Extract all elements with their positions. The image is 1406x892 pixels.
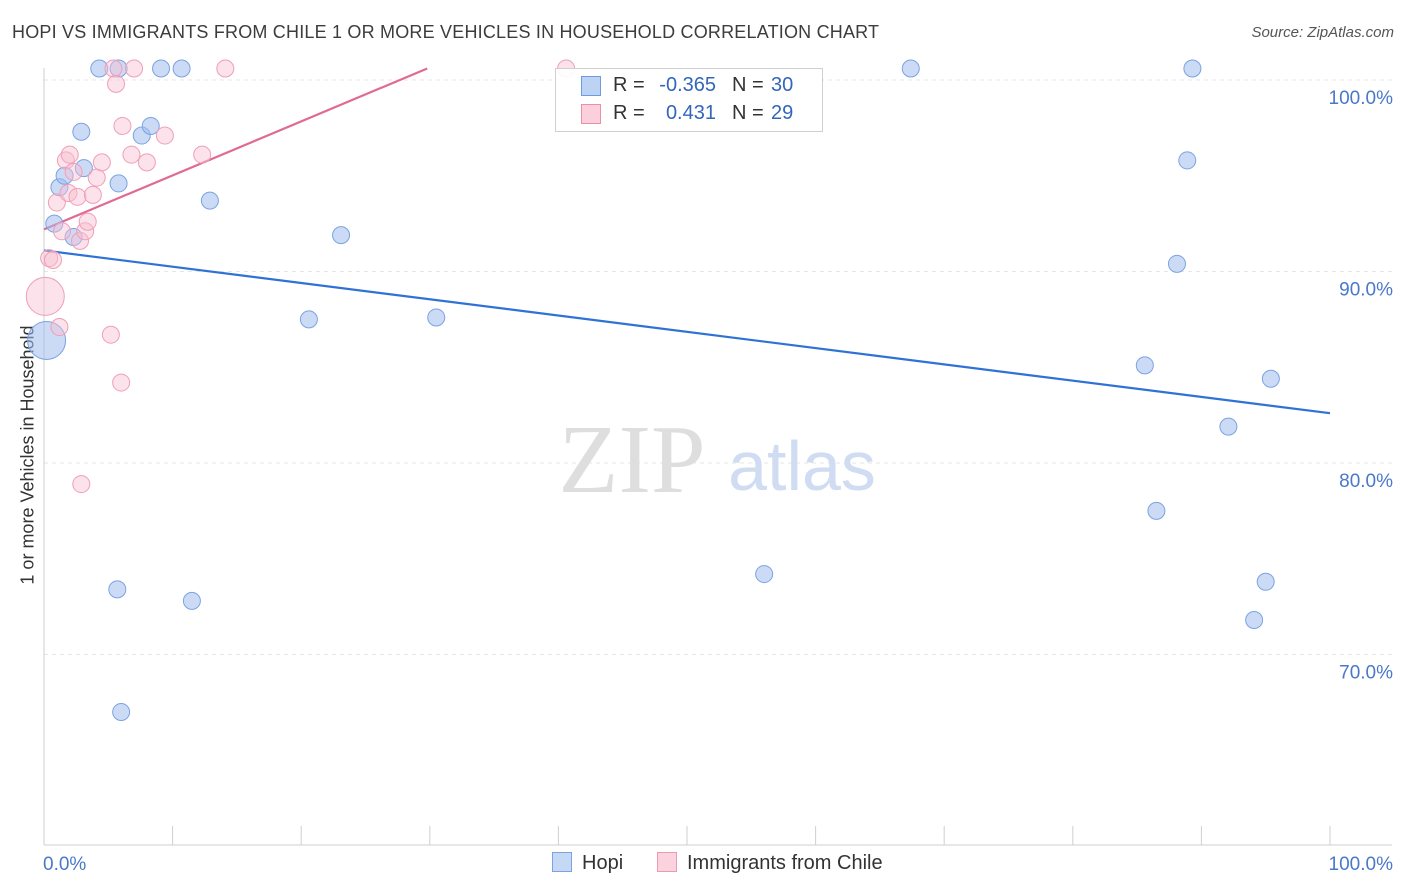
legend-n-value: 29 [771,102,794,124]
hopi-point [27,320,67,360]
legend-r-value: 0.431 [665,102,716,124]
hopi-point [1178,151,1197,170]
chile-point [113,116,132,135]
chile-point [25,276,65,316]
trend-line [43,67,428,231]
hopi-point [109,174,128,193]
chile-point [101,325,120,344]
chile-point [53,222,72,241]
chile-point [193,145,212,164]
bottom-legend-swatch-hopi [552,852,572,872]
hopi-point [1167,254,1186,273]
legend-n-label: N = [732,74,764,96]
hopi-point [108,580,127,599]
hopi-point [1219,417,1238,436]
chile-point [83,185,102,204]
chile-point [71,231,90,250]
hopi-point [182,591,201,610]
watermark-atlas: atlas [728,427,876,505]
y-tick-label: 100.0% [1329,88,1394,109]
hopi-point [901,59,920,78]
axes [43,68,1392,846]
hopi-point [74,159,93,178]
bottom-legend-label-chile: Immigrants from Chile [687,852,883,874]
chile-point [125,59,144,78]
chile-point [60,145,79,164]
bottom-legend-label-hopi: Hopi [582,852,624,874]
chile-point [44,251,63,270]
legend-r-label: R = [613,102,645,124]
source-credit: Source: ZipAtlas.com [1251,24,1394,41]
hopi-point [1245,611,1264,630]
chile-point [78,212,97,231]
legend-row-chile: R = 0.431 N = 29 [556,100,822,128]
hopi-point [72,122,91,141]
chile-point [104,59,123,78]
hopi-point [90,59,109,78]
hopi-point [427,308,446,327]
hopi-point [299,310,318,329]
chile-point [122,145,141,164]
hopi-point [141,116,160,135]
chile-point [137,153,156,172]
chile-point [216,59,235,78]
hopi-point [1135,356,1154,375]
data-points [25,59,1280,721]
chile-point [112,373,131,392]
hopi-point [109,59,128,78]
bottom-legend-hopi: Hopi [552,852,623,875]
chile-point [92,153,111,172]
bottom-legend-swatch-chile [657,852,677,872]
hopi-point [755,565,774,584]
chile-point [50,318,69,337]
hopi-point [1261,369,1280,388]
chile-point [64,162,83,181]
trend-lines [43,67,1331,415]
watermark-zip: ZIP [559,406,706,514]
y-tick-label: 70.0% [1339,663,1393,684]
hopi-point [1256,572,1275,591]
hopi-point [112,702,131,721]
legend-n-value: 30 [771,74,794,96]
chile-point [155,126,174,145]
hopi-point [1183,59,1202,78]
hopi-point [152,59,171,78]
legend-row-hopi: R = -0.365 N = 30 [556,72,822,100]
legend-n-label: N = [732,102,764,124]
hopi-point [1147,501,1166,520]
stats-legend: R = -0.365 N = 30 R = 0.431 N = 29 [555,68,823,132]
hopi-point [200,191,219,210]
trend-line [43,249,1331,415]
hopi-point [172,59,191,78]
watermark: ZIP atlas [559,406,876,514]
legend-swatch-hopi [581,76,601,96]
chile-point [107,74,126,93]
chile-point [87,168,106,187]
chart-title: HOPI VS IMMIGRANTS FROM CHILE 1 OR MORE … [12,22,880,42]
x-tick-label: 0.0% [43,854,86,875]
chile-point [68,187,87,206]
legend-r-label: R = [613,74,645,96]
y-tick-label: 90.0% [1339,280,1393,301]
legend-r-value: -0.365 [659,74,716,96]
chile-point [72,475,91,494]
bottom-legend-chile: Immigrants from Chile [657,852,883,875]
x-tick-label: 100.0% [1329,854,1394,875]
y-tick-label: 80.0% [1339,471,1393,492]
hopi-point [332,226,351,245]
legend-swatch-chile [581,104,601,124]
tick-labels: 100.0% 90.0% 80.0% 70.0% 0.0% 100.0% [43,88,1393,875]
chile-point [47,193,66,212]
chile-point [59,183,78,202]
hopi-point [45,214,64,233]
hopi-point [55,166,74,185]
